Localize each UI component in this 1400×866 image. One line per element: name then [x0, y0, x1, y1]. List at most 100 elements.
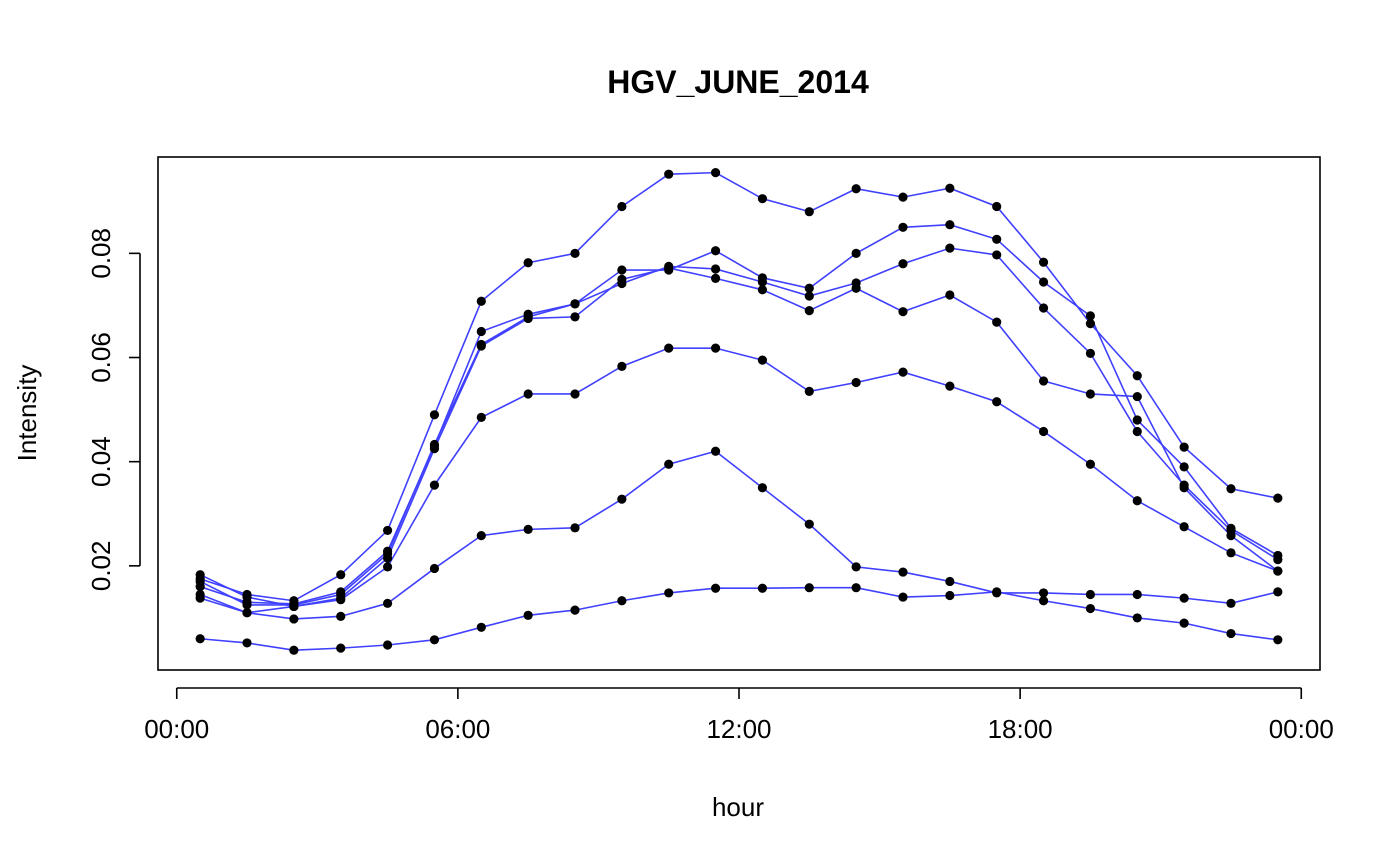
- y-axis: 0.02 0.04 0.06 0.08: [86, 228, 141, 591]
- series-6-line: [199, 450, 1279, 620]
- series-4-point: [992, 317, 1002, 327]
- series-1-point: [1038, 257, 1049, 267]
- series-1-point: [1226, 484, 1236, 494]
- series-7-point: [1273, 635, 1283, 645]
- series-4-point: [382, 553, 393, 563]
- y-tick-label: 0.08: [86, 228, 116, 279]
- series-7-point: [242, 638, 252, 648]
- series-5-point: [945, 381, 955, 391]
- series-1-point: [429, 410, 440, 420]
- series-5-point: [992, 397, 1002, 407]
- series-4-point: [851, 283, 861, 293]
- series-3-line: [199, 247, 1279, 606]
- series-4-point: [429, 444, 440, 454]
- series-7-point: [851, 583, 861, 593]
- series-1-point: [1179, 442, 1189, 452]
- series-7-point: [898, 592, 908, 602]
- series-2-point: [1038, 277, 1049, 287]
- series-7-point: [523, 610, 533, 620]
- series-1-point: [617, 201, 627, 212]
- series-2-point: [476, 326, 486, 337]
- series-5-point: [1132, 496, 1142, 506]
- series-1-point: [523, 258, 533, 268]
- series-1-point: [992, 201, 1002, 212]
- series-6-point: [1132, 589, 1142, 600]
- series-7-point: [710, 583, 721, 593]
- series-5-point: [289, 601, 299, 612]
- series-6-point: [336, 611, 346, 621]
- series-4-point: [898, 307, 908, 317]
- series-3-point: [1085, 348, 1096, 358]
- y-tick-label: 0.04: [86, 436, 116, 487]
- series-7-point: [945, 590, 955, 601]
- series-4-point: [1038, 376, 1049, 386]
- y-axis-label: Intensity: [12, 365, 42, 462]
- series-5-point: [570, 389, 580, 399]
- series-6-point: [851, 562, 861, 572]
- series-6-point: [804, 519, 814, 529]
- series-1-point: [570, 248, 580, 258]
- series-3-point: [992, 250, 1002, 260]
- series-2-point: [1132, 415, 1142, 425]
- series-7-point: [429, 635, 440, 645]
- series-5-point: [1038, 426, 1049, 437]
- series-5-point: [617, 361, 627, 371]
- series-4-point: [804, 306, 814, 316]
- series-4-point: [710, 273, 721, 283]
- series-3-point: [710, 264, 721, 274]
- series-5-point: [1226, 548, 1236, 558]
- series-2-point: [898, 222, 908, 232]
- series-6-point: [757, 483, 768, 493]
- series-6-point: [289, 614, 299, 624]
- series-7-point: [1038, 596, 1049, 606]
- series-7-point: [336, 643, 346, 653]
- series-5-point: [757, 355, 768, 365]
- plot-frame: [157, 156, 1321, 671]
- series-5-point: [664, 343, 674, 353]
- series-1-point: [336, 570, 346, 580]
- series-7-point: [757, 583, 768, 593]
- series-7-point: [664, 588, 674, 598]
- series-4-point: [1226, 531, 1236, 541]
- series-5-point: [710, 343, 721, 353]
- series-7-point: [476, 622, 486, 632]
- series-6-point: [195, 593, 205, 603]
- series-4-point: [1132, 391, 1142, 402]
- series-6-point: [242, 608, 252, 618]
- x-tick-label: 00:00: [144, 714, 209, 744]
- series-3-point: [1132, 426, 1142, 437]
- series-7-point: [382, 640, 393, 650]
- series-6-point: [1226, 598, 1236, 608]
- series-6-point: [429, 563, 440, 574]
- series-1-point: [851, 184, 861, 194]
- series-1-point: [710, 168, 721, 178]
- series-3-point: [570, 299, 580, 309]
- series-4-point: [570, 312, 580, 322]
- series-5-point: [523, 389, 533, 399]
- series-6-point: [617, 494, 627, 504]
- series-1-point: [1273, 493, 1283, 503]
- series-2-point: [804, 283, 814, 293]
- series-6-point: [476, 531, 486, 541]
- series-6-point: [898, 567, 908, 577]
- series-3-point: [1273, 554, 1283, 565]
- series-3-point: [945, 243, 955, 253]
- series-5-point: [336, 595, 346, 605]
- series-5-point: [382, 562, 393, 572]
- series-1-point: [476, 296, 486, 306]
- series-2-line: [199, 223, 1279, 605]
- series-7-point: [1132, 613, 1142, 623]
- series-2-point: [851, 248, 861, 258]
- series-6-point: [523, 524, 533, 534]
- series-1-point: [1085, 319, 1096, 329]
- series-6-point: [1273, 587, 1283, 597]
- series-2-point: [992, 234, 1002, 244]
- series-7-point: [1085, 603, 1096, 614]
- x-tick-label: 12:00: [706, 714, 771, 744]
- x-axis-label: hour: [712, 792, 764, 822]
- series-5-point: [1085, 459, 1096, 469]
- series-7-point: [1179, 618, 1189, 628]
- series-7-point: [804, 583, 814, 593]
- series-layer: [195, 168, 1283, 655]
